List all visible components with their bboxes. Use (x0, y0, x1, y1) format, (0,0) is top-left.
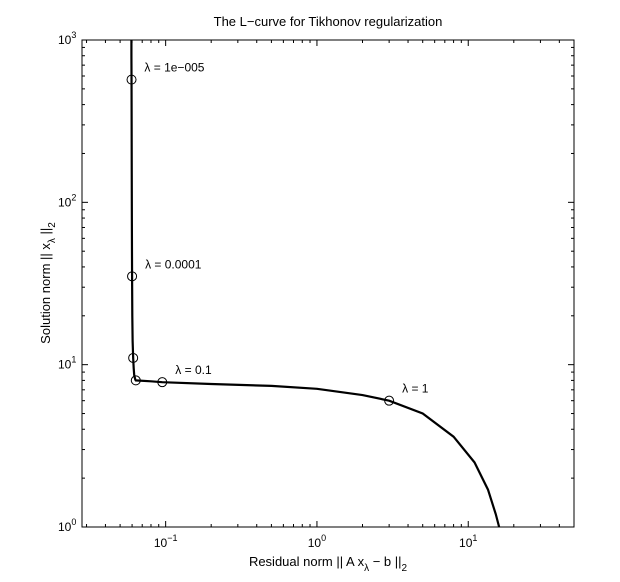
lambda-marker (384, 395, 395, 406)
x-tick-label: 100 (308, 533, 326, 550)
x-tick-label: 10−1 (154, 533, 178, 550)
y-tick-label: 100 (58, 517, 76, 534)
x-tick-label: 101 (459, 533, 477, 550)
y-tick-label: 103 (58, 30, 76, 47)
lambda-annotation: λ = 0.0001 (145, 257, 202, 271)
plot-frame (81, 39, 575, 528)
y-tick-label: 101 (58, 355, 76, 372)
y-axis-ticks: 100 101 102 103 (58, 30, 574, 534)
l-curve-series-line (130, 40, 501, 528)
lambda-marker (126, 74, 137, 85)
x-axis-ticks: 10−1 100 101 (86, 40, 575, 550)
lambda-marker (130, 375, 141, 386)
y-tick-label: 102 (58, 192, 76, 209)
lambda-annotation: λ = 1 (402, 382, 429, 396)
lambda-marker (127, 271, 138, 282)
x-axis-label: Residual norm || A xλ − b ||2 (249, 554, 408, 574)
chart-title: The L−curve for Tikhonov regularization (214, 14, 443, 29)
lambda-annotation: λ = 0.1 (175, 363, 212, 377)
lambda-marker (157, 377, 168, 388)
lambda-marker (128, 352, 139, 363)
lambda-annotation: λ = 1e−005 (144, 61, 204, 75)
lambda-annotations: λ = 1e−005 λ = 0.0001 λ = 0.1 λ = 1 (144, 61, 428, 396)
y-axis-label: Solution norm || xλ ||2 (38, 222, 58, 344)
regularization-markers (126, 74, 395, 406)
